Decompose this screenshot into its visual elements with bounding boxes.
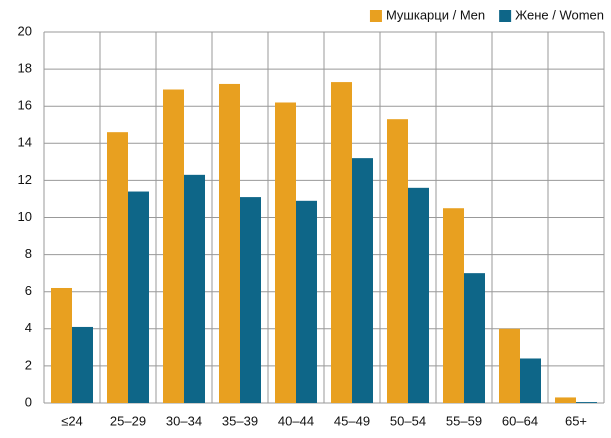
y-tick-label: 4 [25,320,32,335]
x-tick-label: 35–39 [222,413,258,428]
bar [275,102,296,404]
bar [555,397,576,403]
x-tick-label: 30–34 [166,413,202,428]
bar [219,83,240,403]
bar [443,208,464,403]
legend-swatch [369,10,382,22]
y-tick-label: 12 [18,172,32,187]
y-tick-label: 16 [18,98,32,113]
bar [464,273,485,403]
y-tick-label: 6 [25,283,32,298]
y-tick-label: 18 [18,61,32,76]
legend-label: Мушкарци / Men [386,7,485,22]
x-tick-label: 40–44 [278,413,314,428]
bar [352,158,373,403]
y-tick-label: 8 [25,246,32,261]
bar [51,287,72,403]
bar [128,191,149,403]
bar [163,89,184,403]
bar [107,132,128,404]
y-tick-label: 2 [25,357,32,372]
legend-swatch [499,10,512,22]
y-tick-label: 10 [18,209,32,224]
x-tick-label: 55–59 [446,413,482,428]
bar [331,82,352,404]
x-tick-label: ≤24 [61,413,83,428]
y-tick-label: 0 [25,394,32,409]
y-tick-label: 20 [18,23,32,38]
bar [520,358,541,403]
bar [72,326,93,403]
x-tick-label: 25–29 [110,413,146,428]
legend-label: Жене / Women [515,7,604,22]
bar [240,197,261,403]
x-tick-label: 45–49 [334,413,370,428]
bar [387,119,408,403]
bar [499,328,520,403]
x-tick-label: 65+ [565,413,587,428]
x-tick-label: 50–54 [390,413,426,428]
bar [576,402,597,403]
x-tick-label: 60–64 [502,413,538,428]
bar [184,174,205,403]
bar [296,200,317,403]
y-tick-label: 14 [18,135,32,150]
bar [408,187,429,403]
